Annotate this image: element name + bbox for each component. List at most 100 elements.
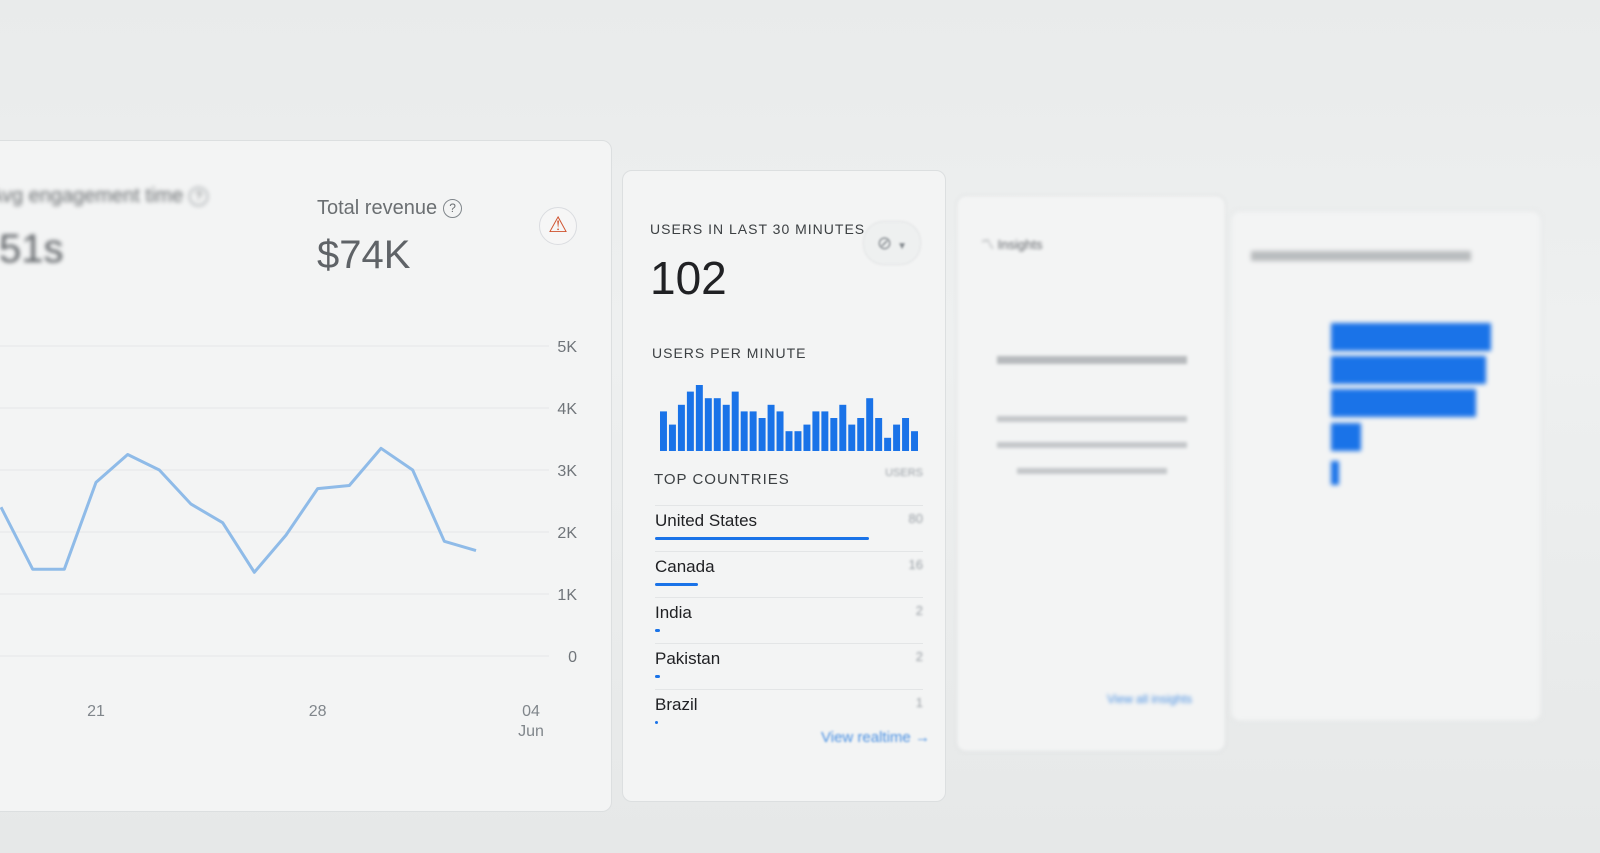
users-per-minute-bar — [875, 418, 883, 451]
insights-text-line — [1017, 468, 1167, 474]
y-tick-label: 4K — [557, 401, 577, 418]
realtime-card: USERS IN LAST 30 MINUTES ⊘ ▼ 102 USERS P… — [622, 170, 946, 802]
users-per-minute-bar — [902, 418, 910, 451]
x-tick-label: 04 — [522, 703, 540, 720]
users-per-minute-chart — [660, 385, 918, 451]
users-per-minute-bar — [821, 411, 829, 451]
revenue-label: Total revenue? — [317, 197, 463, 220]
revenue-value: $74K — [317, 233, 411, 277]
country-name: Pakistan — [655, 649, 721, 668]
users-column-header: USERS — [885, 467, 923, 479]
y-tick-label: 3K — [557, 463, 577, 480]
insights-title-text: Insights — [997, 237, 1043, 252]
users-per-minute-bar — [668, 424, 676, 451]
users-per-minute-bar — [749, 411, 757, 451]
country-share-bar — [655, 721, 658, 724]
insights-card: 〽 Insights View all insights — [956, 195, 1226, 752]
users-per-minute-bar — [893, 424, 901, 451]
realtime-title: USERS IN LAST 30 MINUTES — [650, 221, 866, 237]
dropdown-arrow-icon: ▼ — [897, 241, 907, 252]
row-divider — [655, 689, 923, 690]
country-share-bar — [655, 629, 661, 632]
country-users: 80 — [908, 511, 923, 526]
country-share-bar — [655, 675, 661, 678]
users-per-minute-bar — [785, 431, 793, 451]
revenue-label-text: Total revenue — [317, 197, 438, 219]
insights-text-line — [997, 356, 1187, 364]
users-per-minute-bar — [677, 404, 685, 451]
y-tick-label: 0 — [568, 649, 577, 666]
revenue-line — [0, 446, 477, 574]
top-countries-label: TOP COUNTRIES — [654, 471, 790, 488]
help-icon[interactable]: ? — [189, 187, 209, 207]
users-per-minute-bar — [686, 391, 694, 451]
country-users: 2 — [915, 603, 923, 618]
realtime-users-value: 102 — [650, 252, 727, 304]
users-per-minute-label: USERS PER MINUTE — [652, 345, 807, 361]
row-divider — [655, 505, 923, 506]
revenue-line-chart: 0 1K 2K 3K 4K 5K 21 28 04 Jun — [0, 339, 577, 740]
users-per-minute-bar — [839, 404, 847, 451]
users-per-minute-bar — [695, 385, 703, 451]
hbar — [1331, 423, 1361, 451]
users-per-minute-bar — [857, 418, 865, 451]
help-icon[interactable]: ? — [443, 199, 463, 219]
users-per-minute-bar — [722, 404, 730, 451]
engagement-value: 51s — [0, 227, 64, 271]
view-realtime-link[interactable]: View realtime → — [821, 729, 930, 746]
check-circle-icon: ⊘ — [876, 233, 893, 253]
engagement-label: Avg engagement time? — [0, 185, 209, 208]
y-tick-label: 2K — [557, 525, 577, 542]
users-per-minute-bar — [704, 398, 712, 451]
country-name: Canada — [655, 557, 715, 576]
users-per-minute-bar — [911, 431, 918, 451]
card-title-placeholder — [1251, 251, 1471, 261]
country-users: 2 — [915, 649, 923, 664]
users-per-minute-bar — [866, 398, 874, 451]
engagement-label-text: Avg engagement time — [0, 185, 184, 207]
users-per-minute-bar — [803, 424, 811, 451]
x-tick-label: 21 — [87, 703, 105, 720]
users-per-minute-bar — [731, 391, 739, 451]
country-share-bar — [655, 583, 698, 586]
country-name: United States — [655, 511, 758, 530]
arrow-right-icon: → — [914, 729, 930, 746]
insights-text-line — [997, 442, 1187, 448]
hbar — [1331, 461, 1339, 485]
users-per-minute-bar — [884, 437, 892, 451]
users-per-minute-bar — [812, 411, 820, 451]
row-divider — [655, 551, 923, 552]
country-share-bar — [655, 537, 869, 540]
hbar — [1331, 323, 1491, 351]
view-insights-link[interactable]: View all insights — [1107, 692, 1193, 706]
x-tick-sublabel: Jun — [518, 723, 544, 740]
users-per-minute-bar — [776, 411, 784, 451]
row-divider — [655, 643, 923, 644]
users-per-minute-bar — [758, 418, 766, 451]
country-users: 1 — [915, 695, 923, 710]
y-tick-label: 5K — [557, 339, 577, 356]
insights-title: 〽 Insights — [981, 234, 1042, 253]
users-per-minute-bar — [713, 398, 721, 451]
hbar — [1331, 389, 1476, 417]
metrics-card: Avg engagement time? 51s Total revenue? … — [0, 140, 612, 812]
warning-icon[interactable]: ⚠ — [539, 207, 577, 245]
row-divider — [655, 597, 923, 598]
view-realtime-text: View realtime — [821, 729, 911, 746]
hbar — [1331, 356, 1486, 384]
insights-icon: 〽 — [981, 237, 995, 252]
users-per-minute-bar — [740, 411, 748, 451]
country-name: Brazil — [655, 695, 698, 714]
x-tick-label: 28 — [309, 703, 327, 720]
users-per-minute-bar — [660, 411, 667, 451]
users-per-minute-bar — [794, 431, 802, 451]
country-name: India — [655, 603, 692, 622]
y-tick-label: 1K — [557, 587, 577, 604]
compare-dropdown[interactable]: ⊘ ▼ — [863, 221, 921, 265]
users-per-minute-bar — [767, 404, 775, 451]
blurred-bar-card — [1230, 210, 1542, 722]
users-per-minute-bar — [830, 418, 838, 451]
users-per-minute-bar — [848, 424, 856, 451]
country-users: 16 — [908, 557, 923, 572]
insights-text-line — [997, 416, 1187, 422]
